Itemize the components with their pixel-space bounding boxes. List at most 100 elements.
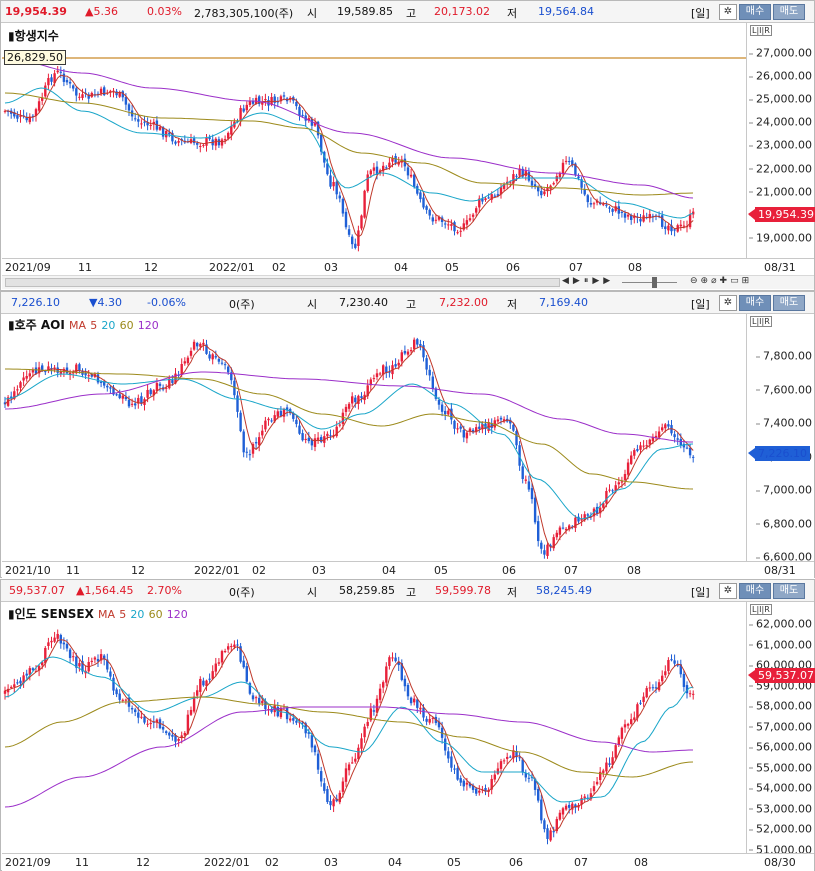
sensex-candle-body	[134, 709, 137, 713]
sensex-candle-body	[568, 804, 571, 808]
zoom-in-icon[interactable]: ⊕	[700, 276, 712, 286]
chart-toolbar[interactable]: ◀▶⏸▶▶	[562, 276, 614, 286]
asx-candle-body	[196, 342, 199, 347]
fast-forward-icon[interactable]: ▶▶	[592, 276, 615, 286]
hsi-candle-body	[161, 127, 165, 137]
hsi-x-label: 06	[506, 261, 520, 274]
sensex-plot[interactable]: ▮인도 SENSEX MA 5 20 60 120	[2, 602, 746, 853]
sensex-candle-body	[633, 717, 636, 720]
sensex-period[interactable]: [일]	[691, 586, 710, 599]
sensex-panel: 59,537.07 ▲1,564.45 2.70% 0(주) 시 58,259.…	[0, 579, 815, 871]
hsi-settings-gear-icon[interactable]: ✲	[719, 4, 737, 20]
sensex-buy-button[interactable]: 매수	[739, 583, 771, 599]
sensex-candle-body	[205, 680, 208, 687]
asx-candle-body	[140, 396, 143, 404]
hsi-candle-body	[103, 87, 106, 96]
hsi-x-label: 11	[78, 261, 92, 274]
asx-candle-body	[608, 489, 611, 491]
sensex-candle-body	[549, 830, 552, 841]
sensex-x-label: 2021/09	[5, 856, 51, 869]
asx-lir-toggle[interactable]: L|I|R	[750, 316, 772, 327]
asx-settings-gear-icon[interactable]: ✲	[719, 295, 737, 311]
sensex-candle-body	[347, 764, 351, 771]
hsi-x-axis: 2021/09 11 12 2022/01 02 03 04 05 06 07 …	[2, 258, 814, 276]
asx-candle-body	[134, 403, 137, 406]
asx-candle-body	[304, 438, 307, 440]
asx-candle-body	[605, 491, 608, 504]
add-icon[interactable]: ✚	[719, 276, 731, 286]
sensex-candle-body	[599, 771, 602, 781]
sensex-lir-toggle[interactable]: L|I|R	[750, 604, 772, 615]
asx-header: 7,226.10 ▼4.30 -0.06% 0(주) 시 7,230.40 고 …	[1, 292, 814, 314]
hsi-candle-body	[382, 165, 385, 172]
sensex-candle-body	[227, 646, 230, 650]
hsi-candle-body	[344, 211, 348, 228]
sensex-y-axis: L|I|R 62,000.00 61,000.00 60,000.00 59,000.…	[746, 602, 815, 856]
zoom-slider-track[interactable]	[622, 282, 677, 283]
asx-plot[interactable]: ▮호주 AOI MA 5 20 60 120	[2, 314, 746, 562]
window-icon[interactable]: ▭	[730, 276, 742, 286]
sensex-candle-body	[323, 783, 326, 791]
asx-candle-body	[676, 438, 679, 440]
hsi-candle-body	[347, 229, 351, 235]
sensex-candle-body	[645, 688, 648, 698]
pause-icon[interactable]: ⏸	[583, 276, 593, 286]
asx-x-label: 04	[382, 564, 396, 577]
hsi-candle-body	[239, 107, 242, 121]
hsi-candle-body	[468, 218, 472, 221]
asx-candle-body	[382, 365, 385, 375]
asx-candle-body	[630, 455, 633, 464]
zoom-out-icon[interactable]: ⊖	[690, 276, 701, 286]
hsi-scrollbar[interactable]: ◀▶⏸▶▶ ⊖⊕⌀✚▭⊞	[2, 275, 814, 289]
hsi-sell-button[interactable]: 매도	[773, 4, 805, 20]
hsi-candle-body	[664, 226, 667, 230]
hsi-volume: 2,783,305,100(주)	[194, 7, 294, 20]
sensex-low: 58,245.49	[536, 584, 592, 597]
zoom-toolbar[interactable]: ⊖⊕⌀✚▭⊞	[690, 276, 752, 286]
asx-candle-body	[428, 369, 431, 376]
sensex-candle-body	[298, 722, 301, 724]
sensex-candle-body	[245, 666, 248, 682]
asx-buy-button[interactable]: 매수	[739, 295, 771, 311]
hsi-candle-body	[444, 223, 447, 225]
asx-candle-body	[13, 391, 16, 399]
asx-candle-body	[326, 433, 329, 437]
y-tick-label: 52,000.00	[749, 822, 812, 836]
hsi-lir-toggle[interactable]: L|I|R	[750, 25, 772, 36]
asx-x-label: 06	[502, 564, 516, 577]
sensex-sell-button[interactable]: 매도	[773, 583, 805, 599]
hsi-buy-button[interactable]: 매수	[739, 4, 771, 20]
scroll-left-icon[interactable]: ◀	[562, 276, 573, 286]
asx-period[interactable]: [일]	[691, 298, 710, 311]
hsi-candle-body	[316, 121, 320, 136]
asx-candle-body	[168, 378, 171, 389]
hsi-candle-body	[177, 141, 180, 143]
sensex-candle-body	[614, 745, 617, 758]
hsi-plot[interactable]: ▮항생지수 26,829.50	[2, 23, 746, 259]
hsi-candle-body	[580, 179, 583, 188]
zoom-slider-handle[interactable]	[652, 277, 657, 288]
hsi-ma5-line	[5, 74, 694, 238]
scroll-thumb[interactable]	[5, 278, 560, 287]
asx-candle-body	[19, 382, 22, 388]
hsi-period[interactable]: [일]	[691, 7, 710, 20]
sensex-settings-gear-icon[interactable]: ✲	[719, 583, 737, 599]
sensex-x-label: 08	[634, 856, 648, 869]
sensex-candle-body	[81, 661, 84, 672]
hsi-open: 19,589.85	[337, 5, 393, 18]
scroll-right-icon[interactable]: ▶	[572, 276, 584, 286]
hsi-candle-body	[220, 139, 224, 146]
reset-icon[interactable]: ⌀	[711, 276, 720, 286]
hsi-candle-body	[127, 104, 131, 111]
hsi-candle-body	[137, 119, 140, 122]
hsi-candle-body	[68, 81, 72, 84]
asx-candle-body	[403, 351, 407, 354]
sensex-candle-body	[279, 707, 283, 718]
grid-icon[interactable]: ⊞	[741, 276, 753, 286]
sensex-candle-body	[344, 768, 348, 782]
sensex-candle-body	[605, 762, 608, 772]
hsi-candle-body	[490, 194, 493, 200]
asx-sell-button[interactable]: 매도	[773, 295, 805, 311]
sensex-candle-body	[670, 659, 673, 661]
y-tick-label: 7,600.00	[756, 383, 812, 396]
